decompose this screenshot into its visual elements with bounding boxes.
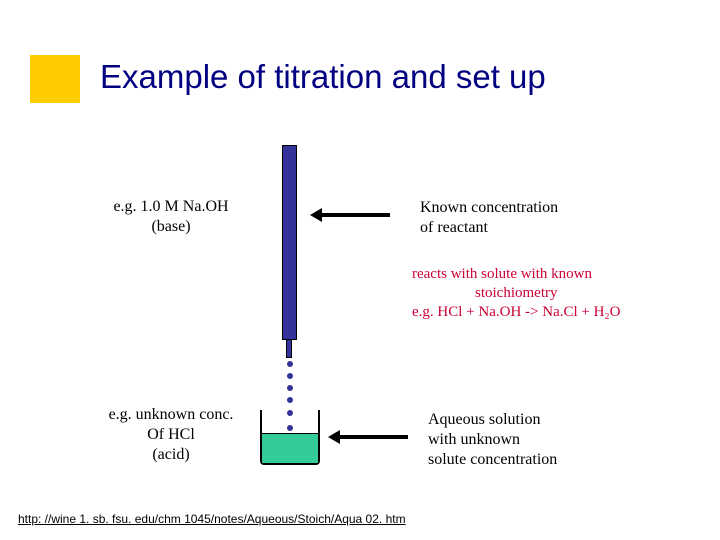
label-line: reacts with solute with known [412, 265, 621, 284]
label-line: (acid) [96, 445, 246, 465]
drop [287, 361, 293, 367]
label-line: Aqueous solution [428, 410, 557, 430]
label-reaction: reacts with solute with known stoichiome… [412, 265, 621, 321]
drop [287, 385, 293, 391]
burette-body [282, 145, 297, 340]
drop [287, 373, 293, 379]
accent-block [30, 55, 80, 103]
label-line: Of HCl [96, 425, 246, 445]
label-line: stoichiometry [412, 284, 621, 303]
titration-diagram: e.g. 1.0 M Na.OH (base) Known concentrat… [0, 135, 720, 475]
label-aqueous: Aqueous solution with unknown solute con… [428, 410, 557, 470]
source-link[interactable]: http: //wine 1. sb. fsu. edu/chm 1045/no… [18, 512, 406, 526]
burette-tip [286, 340, 292, 358]
beaker [260, 410, 320, 465]
label-line: e.g. 1.0 M Na.OH [96, 197, 246, 217]
label-line: e.g. unknown conc. [96, 405, 246, 425]
label-line: e.g. HCl + Na.OH -> Na.Cl + H₂O [412, 303, 621, 322]
label-known-conc: Known concentration of reactant [420, 198, 558, 238]
beaker-liquid [262, 433, 318, 463]
label-line: of reactant [420, 218, 558, 238]
drop [287, 397, 293, 403]
label-line: (base) [96, 217, 246, 237]
label-base-example: e.g. 1.0 M Na.OH (base) [96, 197, 246, 237]
label-line: with unknown [428, 430, 557, 450]
page-title: Example of titration and set up [100, 58, 546, 96]
label-acid-example: e.g. unknown conc. Of HCl (acid) [96, 405, 246, 465]
label-line: solute concentration [428, 450, 557, 470]
label-line: Known concentration [420, 198, 558, 218]
